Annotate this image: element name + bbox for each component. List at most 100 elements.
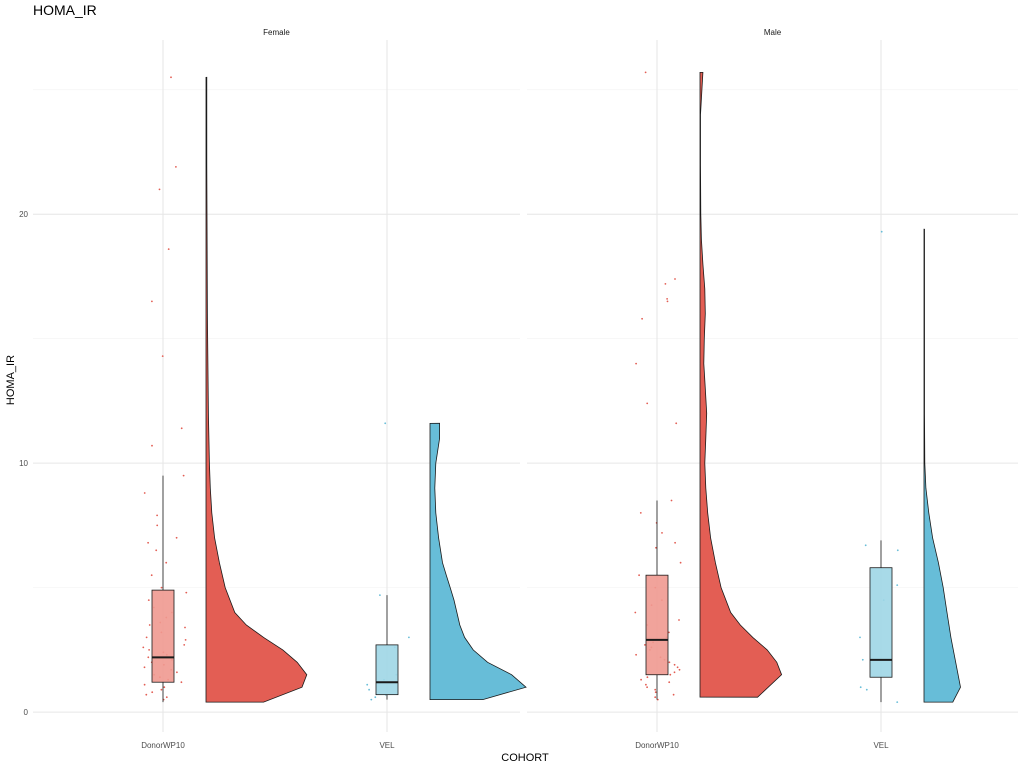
group-donorwp10: DonorWP10 [634, 71, 783, 750]
data-point [864, 544, 867, 547]
data-point [654, 691, 657, 694]
data-point [654, 688, 657, 691]
data-point [675, 422, 678, 425]
data-point [374, 696, 377, 699]
data-point [384, 422, 387, 425]
data-point [184, 626, 186, 629]
data-point [175, 166, 177, 168]
data-point [147, 656, 150, 659]
data-point [678, 668, 681, 671]
data-point [664, 283, 667, 285]
data-point [679, 561, 682, 564]
data-point [635, 362, 637, 365]
data-point [639, 512, 642, 514]
y-tick-label: 0 [24, 708, 29, 717]
group-donorwp10: DonorWP10 [141, 76, 308, 750]
data-point [669, 673, 672, 676]
data-point [182, 474, 185, 477]
x-tick-label: VEL [873, 741, 889, 750]
x-tick-label: DonorWP10 [635, 741, 679, 750]
data-point [672, 693, 675, 696]
data-point [644, 644, 646, 646]
data-point [176, 671, 178, 674]
data-point [674, 541, 676, 544]
box-iqr [645, 574, 669, 676]
y-tick-label: 20 [19, 210, 28, 219]
chart-title: HOMA_IR [33, 2, 97, 18]
x-tick-label: VEL [379, 741, 395, 750]
data-point [143, 666, 146, 669]
facet-panels: Female 0 10 20 DonorWP10 VEL Male DonorWP10 VEL [19, 28, 1018, 750]
data-point [161, 355, 164, 357]
data-point [661, 532, 663, 534]
violin-half [429, 422, 527, 701]
data-point [180, 681, 183, 684]
violin-half [205, 76, 308, 703]
data-point [859, 686, 862, 689]
data-point [646, 686, 648, 689]
data-point [673, 671, 676, 674]
data-point [668, 631, 670, 634]
data-point [142, 646, 145, 649]
data-point [151, 444, 153, 447]
data-point [175, 536, 178, 539]
data-point [147, 541, 150, 544]
data-point [676, 666, 679, 669]
data-point [896, 701, 899, 703]
data-point [859, 636, 861, 639]
facet-strip-label: Female [263, 28, 290, 37]
data-point [644, 71, 647, 74]
facet-strip-label: Male [764, 28, 782, 37]
data-point [674, 278, 676, 280]
data-point [151, 300, 153, 303]
data-point [861, 658, 864, 661]
data-point [370, 698, 373, 701]
data-point [184, 639, 187, 641]
data-point [655, 546, 657, 549]
y-tick-label: 10 [19, 459, 28, 468]
box-iqr [869, 567, 893, 678]
data-point [180, 427, 183, 430]
data-point [666, 300, 669, 303]
data-point [670, 499, 673, 502]
data-point [145, 636, 148, 639]
violin-half [923, 228, 961, 703]
data-point [668, 681, 671, 684]
data-point [638, 574, 640, 577]
data-point [167, 248, 170, 251]
data-point [145, 693, 148, 696]
data-point [165, 696, 168, 699]
data-point [156, 514, 159, 517]
data-point [634, 611, 637, 614]
data-point [143, 683, 146, 686]
data-point [185, 591, 188, 594]
data-point [151, 691, 154, 694]
facet-panel-male: Male DonorWP10 VEL [527, 28, 1018, 750]
violin-half [699, 71, 783, 698]
data-point [635, 653, 637, 656]
x-tick-label: DonorWP10 [141, 741, 185, 750]
data-point [160, 688, 163, 691]
data-point [148, 649, 151, 651]
data-point [143, 492, 146, 494]
data-point [865, 688, 868, 691]
data-point [156, 524, 159, 527]
data-point [640, 678, 642, 681]
facet-panel-female: Female 0 10 20 DonorWP10 VEL [19, 28, 527, 750]
data-point [165, 561, 168, 564]
data-point [666, 298, 668, 300]
box-iqr [375, 644, 399, 696]
data-point [368, 688, 370, 691]
data-point [668, 661, 671, 664]
data-point [158, 188, 161, 191]
group-vel: VEL [366, 422, 527, 750]
data-point [148, 624, 151, 626]
data-point [183, 644, 186, 646]
data-point [147, 599, 150, 601]
data-point [645, 683, 647, 686]
data-point [150, 574, 153, 577]
data-point [408, 636, 410, 639]
data-point [896, 549, 899, 552]
box-iqr [151, 589, 175, 683]
